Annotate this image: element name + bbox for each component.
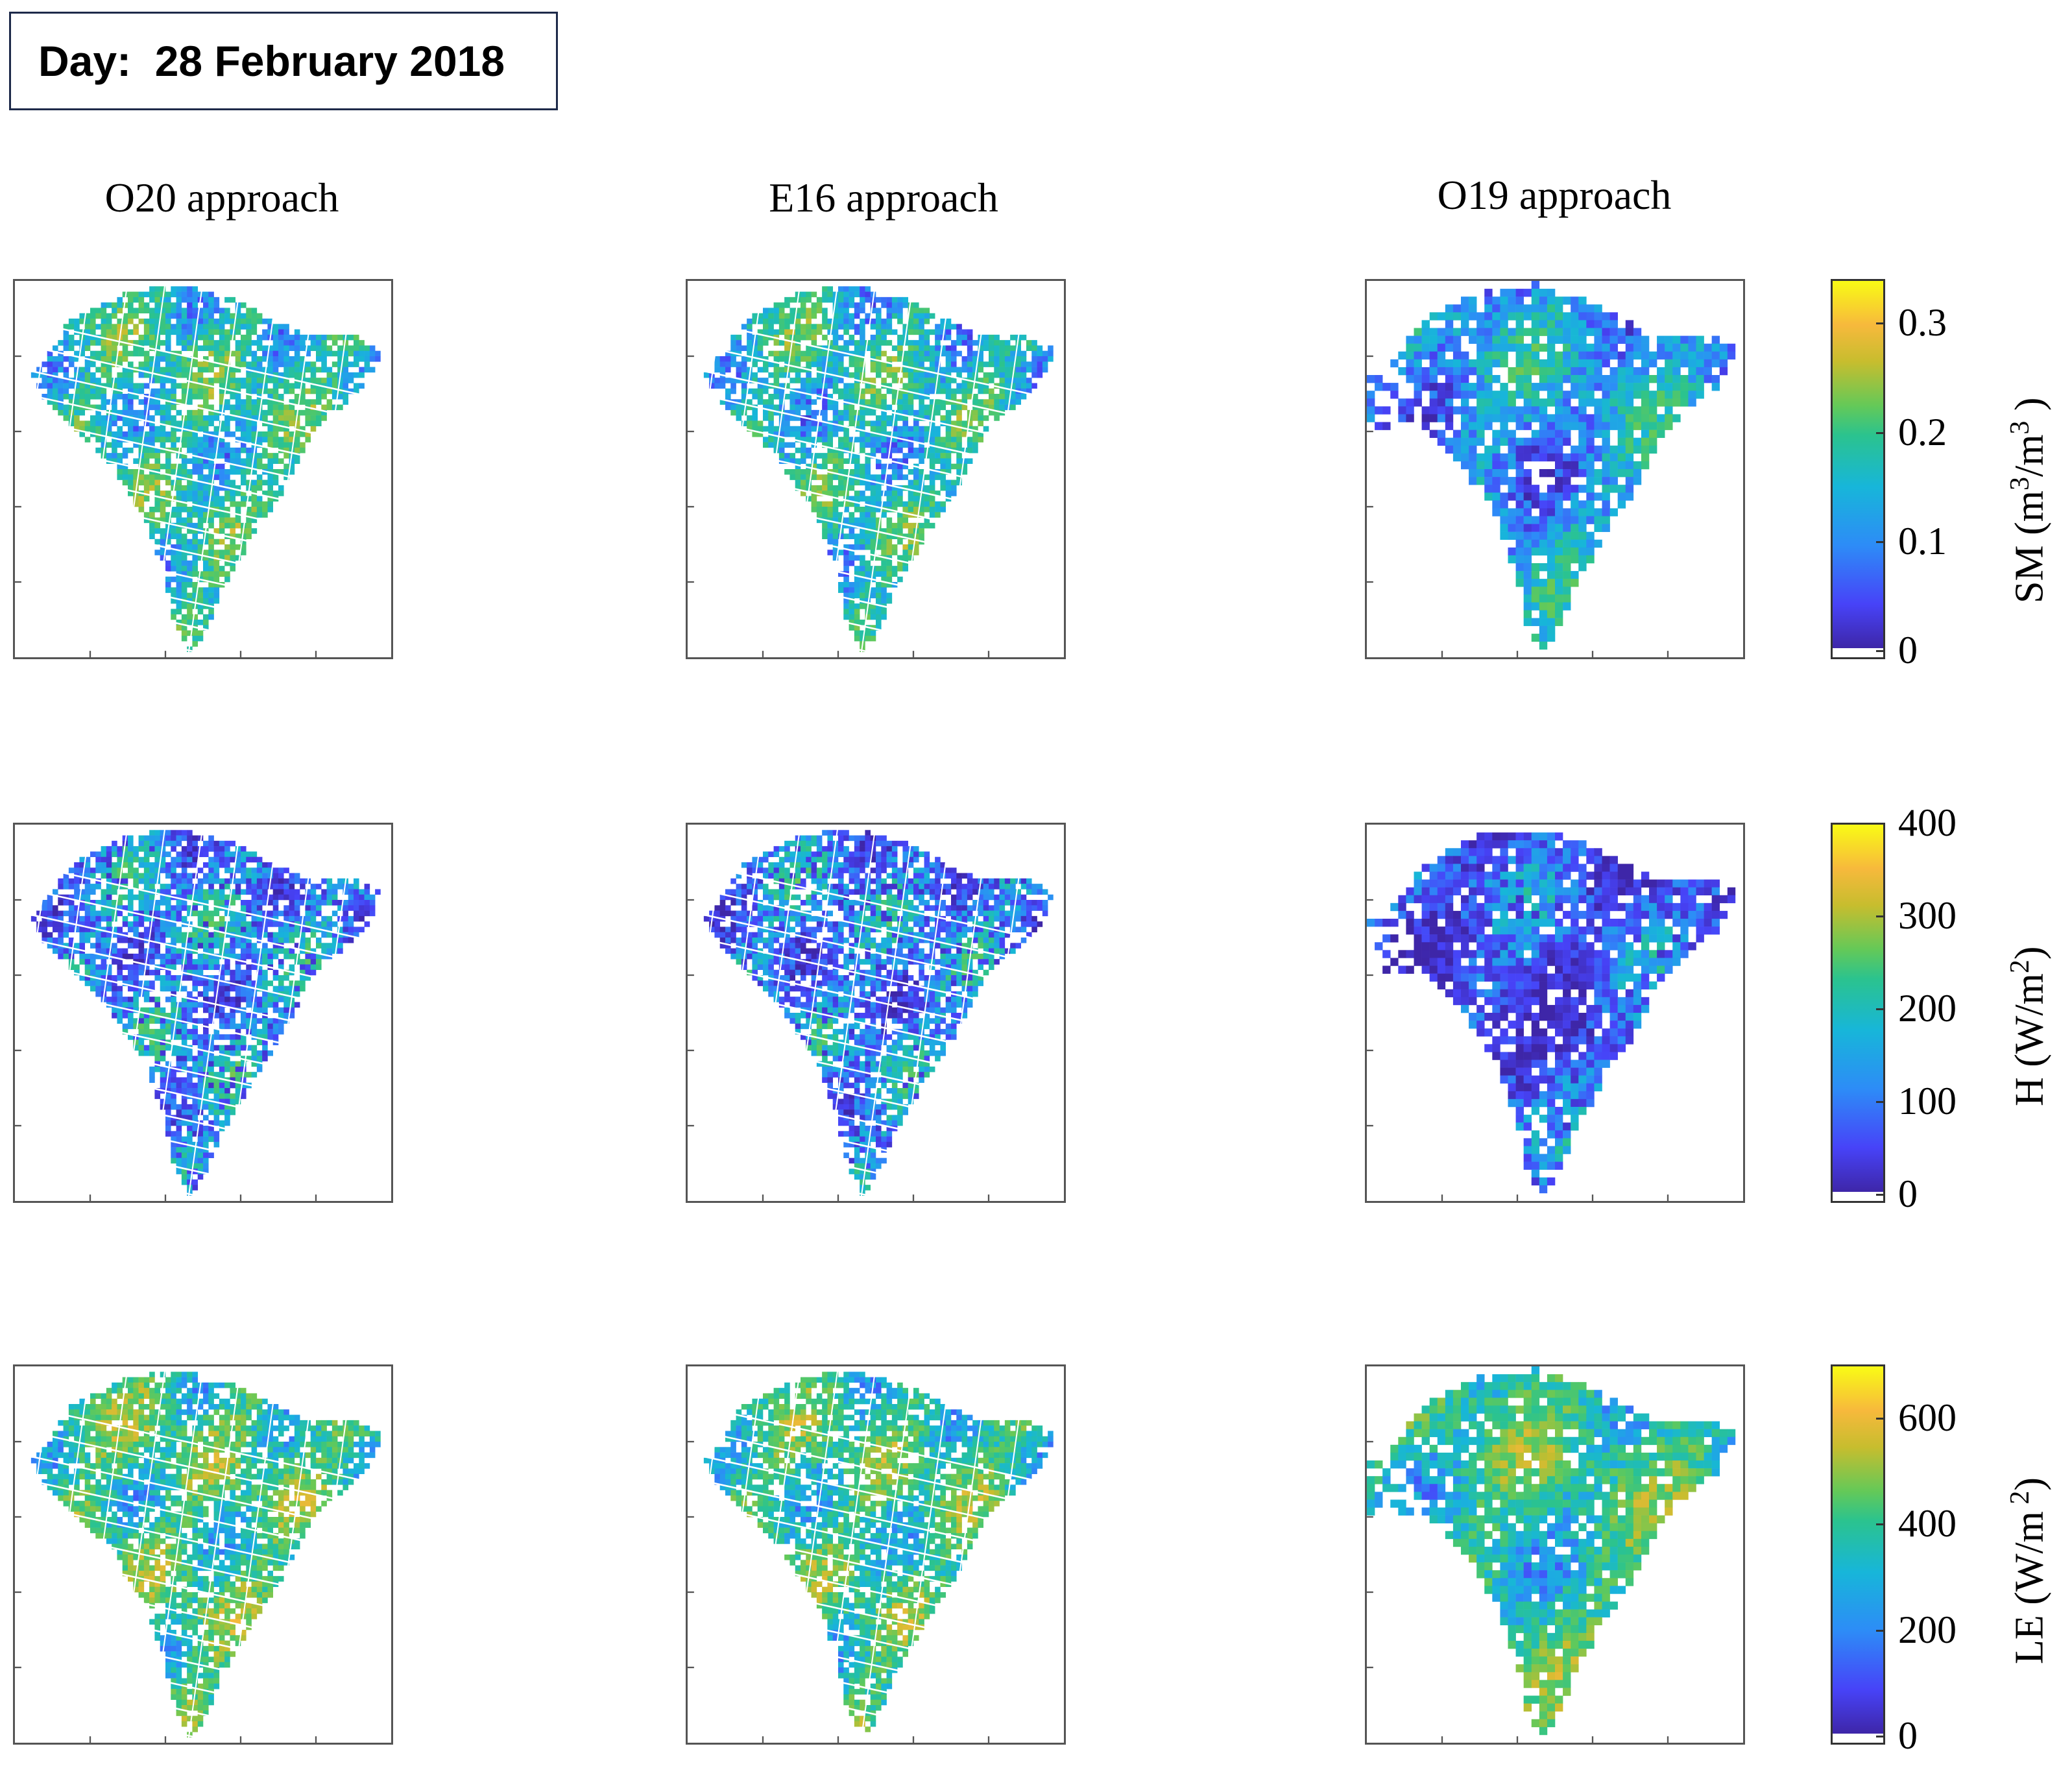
map-panel-sm-o19 bbox=[1365, 279, 1745, 659]
le-label-sup1: 2 bbox=[2005, 1490, 2035, 1512]
axis-ticks bbox=[688, 899, 990, 1201]
colorbar-tick-label: 300 bbox=[1898, 894, 1957, 937]
sm-label-mid: /m bbox=[2007, 434, 2052, 478]
colorbar-tick-mark bbox=[1876, 1523, 1885, 1526]
le-label-end: ) bbox=[2007, 1477, 2052, 1491]
map-panel-sm-e16 bbox=[686, 279, 1066, 659]
axis-ticks bbox=[1367, 899, 1669, 1201]
sm-label-sup1: 3 bbox=[2005, 477, 2035, 491]
field-boundaries bbox=[15, 1366, 391, 1743]
colorbar-tick-label: 400 bbox=[1898, 1502, 1957, 1545]
map-h-o19 bbox=[1367, 832, 1736, 1201]
column-title-o20: O20 approach bbox=[104, 175, 339, 221]
colorbar-h-gradient bbox=[1833, 825, 1883, 1192]
map-panel-le-o20 bbox=[13, 1364, 393, 1745]
colorbar-le-gradient bbox=[1833, 1366, 1883, 1734]
day-label-box: Day: 28 February 2018 bbox=[9, 12, 558, 110]
colorbar-tick-mark bbox=[1876, 823, 1885, 825]
map-sm-e16 bbox=[688, 281, 1064, 657]
map-sm-o19 bbox=[1367, 281, 1736, 657]
colorbar-h bbox=[1831, 823, 1885, 1203]
colorbar-tick-mark bbox=[1876, 1417, 1885, 1420]
field-boundaries bbox=[15, 281, 391, 657]
map-pixels bbox=[1367, 281, 1736, 650]
axis-ticks bbox=[15, 355, 317, 657]
axis-ticks bbox=[688, 1440, 990, 1743]
colorbar-tick-label: 100 bbox=[1898, 1080, 1957, 1122]
colorbar-tick-label: 200 bbox=[1898, 1608, 1957, 1651]
field-boundaries bbox=[15, 825, 391, 1201]
colorbar-tick-label: 400 bbox=[1898, 801, 1957, 844]
h-label-main: H (W/m bbox=[2007, 973, 2052, 1106]
map-pixels bbox=[1367, 832, 1736, 1194]
colorbar-h-label: H (W/m2) bbox=[2005, 946, 2053, 1106]
colorbar-tick-mark bbox=[1876, 915, 1885, 917]
colorbar-tick-label: 0.1 bbox=[1898, 519, 1947, 563]
colorbar-le bbox=[1831, 1364, 1885, 1745]
map-panel-le-o19 bbox=[1365, 1364, 1745, 1745]
axis-ticks bbox=[688, 355, 990, 657]
colorbar-tick-mark bbox=[1876, 540, 1885, 543]
map-panel-le-e16 bbox=[686, 1364, 1066, 1745]
colorbar-tick-label: 0 bbox=[1898, 1714, 1918, 1757]
map-panel-h-e16 bbox=[686, 823, 1066, 1203]
map-panel-sm-o20 bbox=[13, 279, 393, 659]
map-pixels bbox=[703, 286, 1054, 653]
axis-ticks bbox=[1367, 1440, 1669, 1743]
sm-label-end: ) bbox=[2007, 397, 2052, 421]
day-label: Day: 28 February 2018 bbox=[38, 37, 505, 85]
colorbar-tick-label: 600 bbox=[1898, 1396, 1957, 1439]
map-pixels bbox=[1367, 1366, 1736, 1736]
colorbar-tick-label: 0.3 bbox=[1898, 301, 1947, 345]
colorbar-tick-mark bbox=[1876, 1736, 1885, 1738]
colorbar-tick-mark bbox=[1876, 431, 1885, 434]
sm-label-main: SM (m bbox=[2007, 490, 2052, 603]
axis-ticks bbox=[15, 899, 317, 1201]
axis-ticks bbox=[1367, 355, 1669, 657]
map-h-e16 bbox=[688, 825, 1064, 1201]
field-boundaries bbox=[688, 825, 1064, 1201]
map-pixels bbox=[30, 286, 381, 653]
axis-ticks bbox=[15, 1440, 317, 1743]
map-panel-h-o20 bbox=[13, 823, 393, 1203]
colorbar-tick-label: 0 bbox=[1898, 629, 1918, 672]
field-boundaries bbox=[688, 281, 1064, 657]
map-le-o19 bbox=[1367, 1366, 1736, 1743]
column-title-o19: O19 approach bbox=[1437, 172, 1672, 218]
colorbar-tick-mark bbox=[1876, 650, 1885, 652]
sm-label-sup2: 3 bbox=[2005, 420, 2035, 435]
le-label-main: LE (W/m bbox=[2007, 1511, 2052, 1664]
colorbar-le-label: LE (W/m 2) bbox=[2005, 1477, 2053, 1664]
colorbar-tick-mark bbox=[1876, 1008, 1885, 1010]
field-boundaries bbox=[688, 1366, 1064, 1743]
map-le-e16 bbox=[688, 1366, 1064, 1743]
map-panel-h-o19 bbox=[1365, 823, 1745, 1203]
colorbar-tick-label: 0 bbox=[1898, 1172, 1918, 1215]
colorbar-tick-mark bbox=[1876, 1101, 1885, 1103]
colorbar-sm-label: SM (m3/m3 ) bbox=[2005, 397, 2053, 603]
map-h-o20 bbox=[15, 825, 391, 1201]
colorbar-sm bbox=[1831, 279, 1885, 659]
map-sm-o20 bbox=[15, 281, 391, 657]
colorbar-tick-mark bbox=[1876, 1629, 1885, 1632]
colorbar-tick-mark bbox=[1876, 1194, 1885, 1196]
map-pixels bbox=[30, 1372, 381, 1738]
h-label-sup1: 2 bbox=[2005, 960, 2035, 974]
colorbar-tick-label: 0.2 bbox=[1898, 410, 1947, 454]
column-title-e16: E16 approach bbox=[769, 175, 998, 221]
map-pixels bbox=[703, 830, 1054, 1196]
colorbar-tick-label: 200 bbox=[1898, 987, 1957, 1030]
h-label-end: ) bbox=[2007, 946, 2052, 960]
colorbar-tick-mark bbox=[1876, 322, 1885, 325]
map-le-o20 bbox=[15, 1366, 391, 1743]
colorbar-sm-gradient bbox=[1833, 281, 1883, 648]
